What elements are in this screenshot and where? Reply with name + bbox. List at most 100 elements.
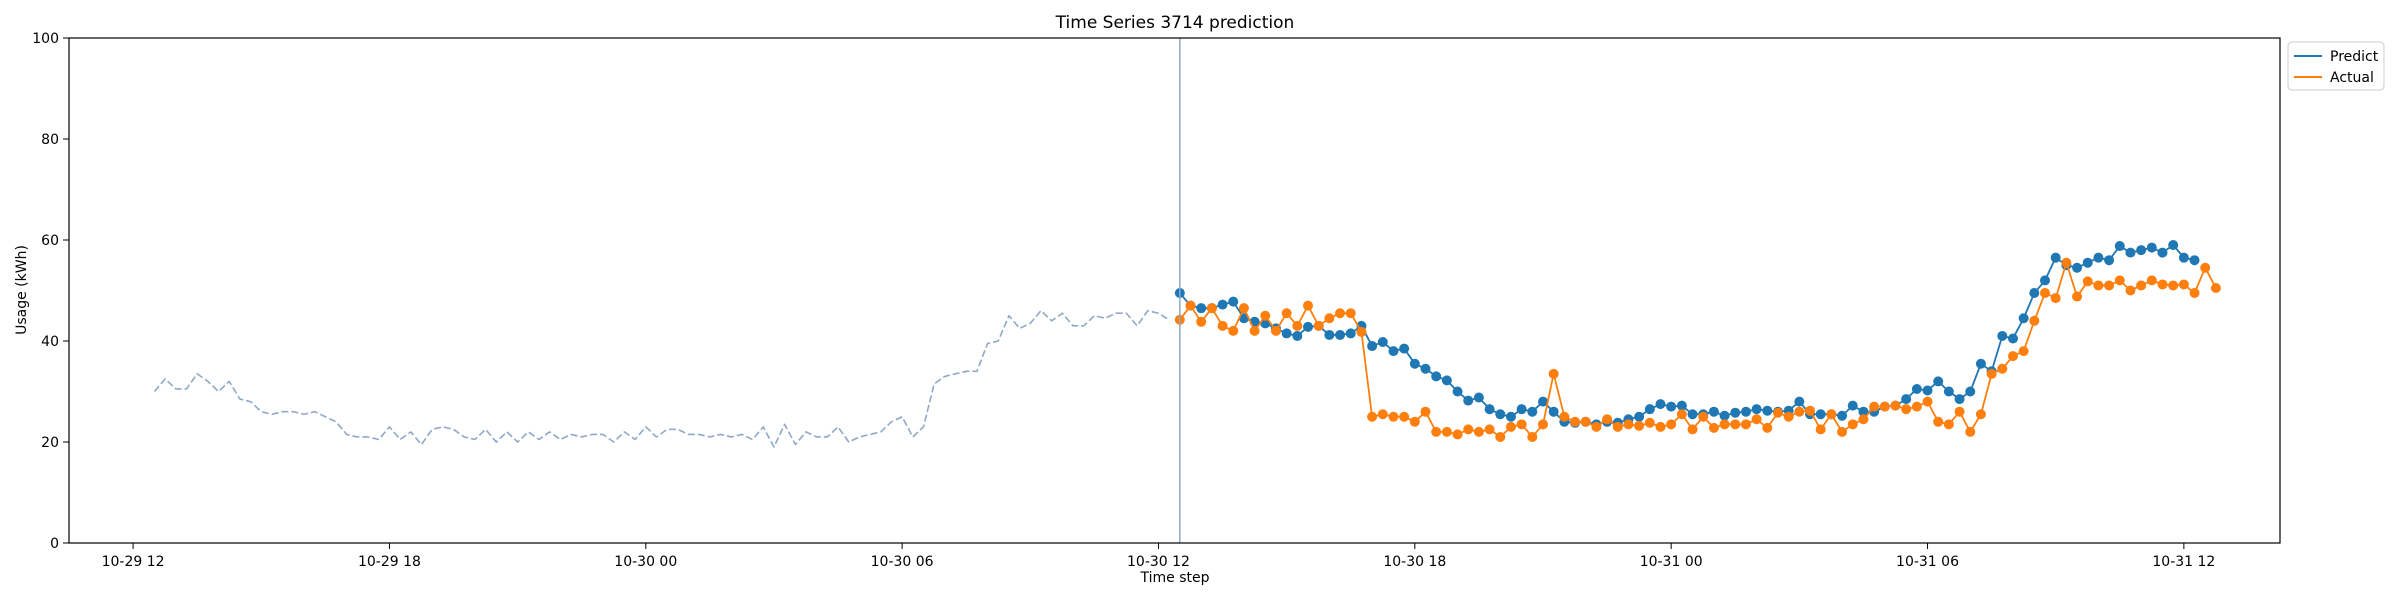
actual-point (1879, 401, 1890, 412)
actual-point (1847, 419, 1858, 430)
actual-point (1367, 411, 1378, 422)
actual-point (2200, 262, 2211, 273)
actual-point (2040, 288, 2051, 299)
y-tick-label: 20 (41, 435, 59, 451)
y-tick-label: 0 (50, 536, 59, 552)
predict-point (1730, 407, 1741, 418)
actual-point (2072, 291, 2083, 302)
predict-point (2189, 255, 2200, 266)
actual-point (2007, 351, 2018, 362)
actual-point (2082, 276, 2093, 287)
x-tick-label: 10-31 12 (2152, 554, 2215, 570)
series-layer (153, 240, 2221, 448)
predict-point (1452, 386, 1463, 397)
predict-point (1441, 375, 1452, 386)
actual-point (1666, 419, 1677, 430)
actual-point (1388, 411, 1399, 422)
predict-point (1324, 329, 1335, 340)
predict-point (1954, 394, 1965, 405)
x-tick-label: 10-30 06 (871, 554, 934, 570)
actual-point (1238, 303, 1249, 314)
predict-point (1644, 404, 1655, 415)
predict-point (1367, 341, 1378, 352)
actual-point (1399, 411, 1410, 422)
actual-series (1174, 257, 2221, 442)
predict-point (1473, 392, 1484, 403)
actual-point (1762, 422, 1773, 433)
actual-point (1772, 407, 1783, 418)
predict-point (2157, 247, 2168, 258)
predict-point (2125, 247, 2136, 258)
actual-point (2114, 275, 2125, 286)
predict-point (1975, 358, 1986, 369)
actual-point (1922, 396, 1933, 407)
actual-point (1986, 368, 1997, 379)
predict-point (1292, 330, 1303, 341)
actual-point (1730, 419, 1741, 430)
actual-point (1687, 424, 1698, 435)
history-line (153, 309, 1170, 448)
plot-frame (68, 37, 2281, 544)
predict-point (2082, 257, 2093, 268)
actual-point (1473, 426, 1484, 437)
actual-point (1634, 420, 1645, 431)
actual-point (2125, 285, 2136, 296)
predict-point (2007, 333, 2018, 344)
predict-point (1676, 400, 1687, 411)
actual-point (1303, 300, 1314, 311)
predict-point (1281, 328, 1292, 339)
predict-point (1538, 396, 1548, 407)
actual-point (2050, 293, 2061, 304)
actual-point (2136, 280, 2147, 291)
predict-point (1377, 337, 1388, 348)
actual-point (1858, 414, 1869, 425)
predict-point (1794, 396, 1805, 407)
predict-point (2104, 255, 2115, 266)
actual-point (1997, 363, 2008, 374)
predict-point (1858, 406, 1869, 417)
actual-point (1869, 401, 1880, 412)
predict-point (1516, 404, 1527, 415)
actual-point (2029, 315, 2040, 326)
predict-point (1911, 383, 1922, 394)
actual-point (1527, 431, 1538, 442)
actual-point (1281, 308, 1292, 319)
predict-point (1740, 406, 1751, 417)
predict-point (2050, 252, 2061, 263)
predict-point (1217, 299, 1228, 310)
legend: Predict Actual (2287, 41, 2385, 91)
predict-point (2072, 262, 2083, 273)
predict-point (2114, 241, 2125, 252)
predict-point (1933, 376, 1944, 387)
x-axis-title: Time step (1140, 570, 1210, 586)
actual-point (1484, 424, 1495, 435)
actual-point (1570, 416, 1581, 427)
predict-point (1751, 404, 1762, 415)
predict-point (1238, 313, 1249, 324)
predict-legend-label: Predict (2330, 49, 2379, 65)
actual-point (1495, 431, 1506, 442)
actual-point (2210, 282, 2221, 293)
actual-line (1179, 261, 2217, 438)
actual-point (2061, 257, 2072, 268)
actual-point (2104, 280, 2115, 291)
actual-point (2168, 280, 2179, 291)
actual-point (1270, 325, 1281, 336)
x-tick-label: 10-31 06 (1896, 554, 1959, 570)
x-tick-label: 10-29 12 (102, 554, 165, 570)
predict-point (1922, 385, 1933, 396)
predict-point (1965, 386, 1976, 397)
predict-point (1431, 371, 1442, 382)
actual-point (1708, 422, 1719, 433)
actual-point (1655, 421, 1666, 432)
actual-point (1644, 417, 1655, 428)
actual-point (1591, 421, 1602, 432)
y-tick-label: 40 (41, 334, 59, 350)
y-axis-title: Usage (kWh) (14, 245, 30, 335)
actual-point (1185, 300, 1196, 311)
actual-point (2093, 280, 2104, 291)
predict-point (1901, 394, 1912, 405)
actual-point (1345, 308, 1356, 319)
predict-point (1997, 330, 2008, 341)
actual-point (1794, 406, 1805, 417)
